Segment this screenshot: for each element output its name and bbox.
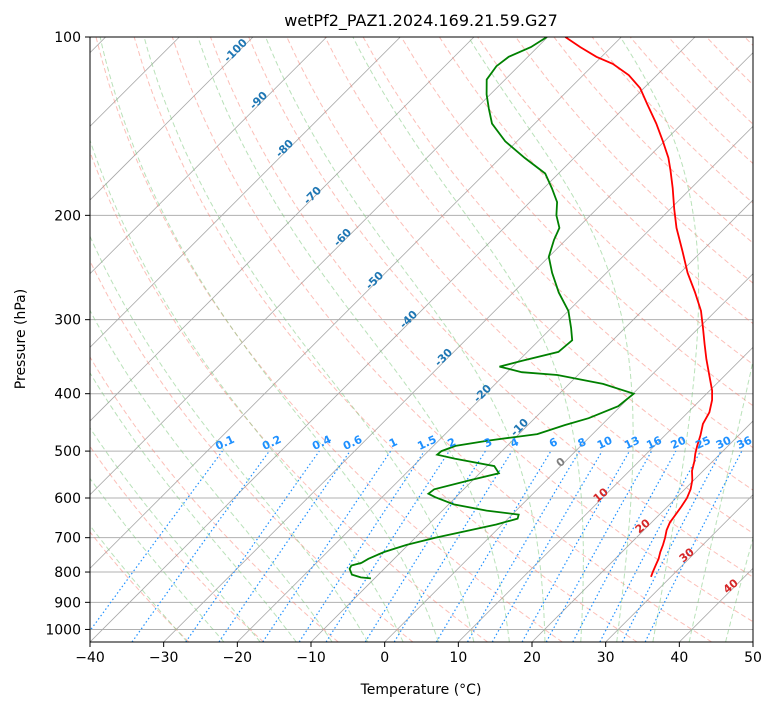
isotherm-lines [90, 37, 753, 642]
plot-frame [89, 36, 754, 643]
mixing-ratio-line-0.1 [90, 450, 223, 632]
series-line-temperature [564, 37, 713, 578]
x-tick-label: 50 [744, 650, 762, 666]
mixing-ratio-label: 25 [693, 434, 712, 452]
mixing-ratio-line-13 [521, 450, 631, 642]
y-tick-label: 600 [54, 491, 81, 507]
mixing-ratio-line-0.6 [218, 450, 351, 642]
isotherm--40 [90, 37, 696, 642]
y-axis-label: Pressure (hPa) [13, 289, 29, 389]
y-tick-label: 800 [54, 565, 81, 581]
moist-adiabat-35 [619, 37, 700, 642]
dry-adiabat-0 [90, 259, 414, 642]
sounding-series [348, 37, 713, 580]
moist-adiabat-40 [688, 358, 753, 642]
chart-title: wetPf2_PAZ1.2024.169.21.59.G27 [284, 11, 558, 31]
moist-adiabat--20 [90, 427, 261, 642]
dry-adiabat-100 [400, 37, 753, 407]
moist-adiabat-25 [352, 37, 584, 642]
mixing-ratio-line-16 [545, 450, 653, 642]
mixing-ratio-label: 30 [714, 434, 734, 452]
mixing-ratio-line-4 [393, 450, 513, 642]
dry-adiabat-80 [324, 37, 753, 491]
mixing-ratio-line-20 [572, 450, 677, 642]
y-tick-label: 300 [54, 313, 81, 329]
y-tick-label: 200 [54, 208, 81, 224]
dry-adiabat--20 [90, 445, 264, 642]
mixing-ratio-label: 36 [735, 434, 755, 452]
y-tick-label: 500 [54, 444, 81, 460]
isotherm-20 [531, 420, 753, 642]
dry-adiabat--10 [90, 356, 339, 642]
mixing-ratio-label: 20 [669, 434, 689, 452]
isotherm--20 [237, 125, 753, 642]
moist-adiabat--25 [90, 477, 225, 642]
mixing-ratio-line-0.2 [131, 450, 270, 642]
isotherm--100 [90, 37, 254, 201]
isotherm--90 [90, 37, 327, 275]
isotherm-10 [458, 346, 753, 642]
isotherm--50 [90, 37, 622, 569]
dry-adiabat--30 [90, 531, 190, 642]
x-tick-label: 10 [449, 650, 467, 666]
dry-adiabat-40 [171, 37, 712, 642]
axis-ticks: −40 −30 −20 −10 0 10 20 30 40 50 100 200 300 400 500 60… [45, 30, 762, 666]
isotherm--80 [90, 37, 401, 348]
dry-adiabat-110 [438, 37, 753, 366]
dry-adiabat-20 [95, 37, 563, 642]
moist-adiabat--10 [90, 309, 333, 642]
moist-adiabat-20 [265, 37, 546, 642]
series-line-dewpoint [348, 37, 636, 580]
mixing-ratio-label: 16 [644, 434, 664, 452]
x-tick-label: 0 [380, 650, 389, 666]
x-tick-label: 40 [670, 650, 688, 666]
moist-adiabat-0 [90, 138, 404, 642]
moist-adiabat-10 [143, 37, 475, 642]
mixing-ratio-line-36 [644, 450, 743, 642]
mixing-ratio-line-1 [262, 450, 392, 642]
isotherm--70 [90, 37, 475, 422]
dry-adiabat-30 [133, 37, 638, 642]
y-tick-label: 900 [54, 595, 81, 611]
isotherm-30 [605, 494, 753, 642]
y-tick-label: 700 [54, 531, 81, 547]
mixing-ratio-label: 10 [595, 434, 615, 452]
x-axis-label: Temperature (°C) [360, 682, 482, 698]
mixing-ratio-line-1.5 [298, 450, 425, 642]
x-tick-label: 30 [597, 650, 615, 666]
x-tick-label: −40 [75, 650, 105, 666]
moist-adiabat-45 [725, 536, 753, 642]
isotherm--60 [90, 37, 548, 496]
y-tick-label: 400 [54, 387, 81, 403]
mixing-ratio-line-0.4 [185, 450, 320, 642]
x-tick-label: −10 [296, 650, 326, 666]
mixing-ratio-line-2 [325, 450, 450, 642]
mixing-ratio-label: 13 [622, 434, 641, 452]
y-tick-label: 1000 [45, 622, 81, 638]
moist-adiabat--15 [90, 371, 297, 642]
dry-adiabats [90, 37, 753, 642]
moist-adiabat-5 [99, 37, 439, 642]
dry-adiabat-130 [515, 37, 753, 284]
x-tick-label: −20 [223, 650, 253, 666]
mixing-ratio-lines [90, 450, 743, 642]
isotherm-0 [384, 273, 753, 642]
dry-adiabat-50 [210, 37, 753, 623]
moist-adiabat-15 [197, 37, 510, 642]
y-tick-label: 100 [54, 30, 81, 46]
x-tick-label: −30 [149, 650, 179, 666]
dry-adiabat-60 [248, 37, 753, 578]
isotherm--30 [163, 52, 753, 642]
dry-adiabat-10 [90, 150, 488, 642]
x-tick-label: 20 [523, 650, 541, 666]
moist-adiabat--5 [90, 235, 369, 642]
